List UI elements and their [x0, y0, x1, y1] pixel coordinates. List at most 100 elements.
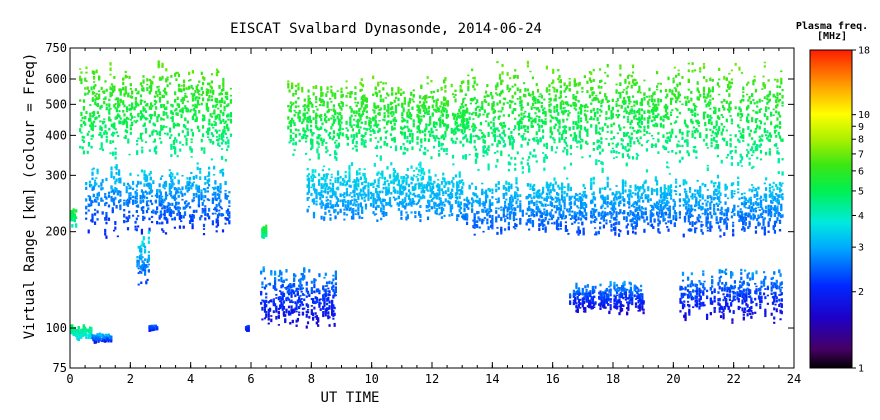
echo-point [219, 190, 222, 194]
echo-point [573, 96, 576, 100]
echo-point [382, 183, 385, 186]
echo-point [363, 175, 366, 180]
echo-point [321, 98, 324, 102]
echo-point [500, 150, 503, 154]
echo-point [725, 156, 728, 159]
echo-point [611, 98, 614, 102]
echo-point [737, 138, 740, 142]
echo-point [289, 124, 292, 128]
echo-point [394, 148, 398, 152]
echo-point [678, 130, 682, 134]
echo-point [578, 135, 581, 139]
echo-point [586, 110, 589, 112]
echo-point [401, 131, 404, 136]
echo-point [191, 87, 195, 90]
echo-point [130, 116, 134, 120]
echo-point [362, 193, 365, 196]
echo-point [702, 86, 706, 90]
echo-point [229, 120, 233, 124]
echo-point [109, 62, 112, 66]
echo-point [687, 62, 690, 65]
echo-point [129, 87, 132, 90]
echo-point [690, 110, 693, 114]
echo-point [451, 154, 455, 159]
echo-point [678, 93, 682, 97]
echo-point [437, 150, 441, 152]
echo-point [510, 100, 513, 104]
echo-point [543, 159, 546, 162]
echo-point [192, 176, 195, 180]
echo-point [84, 92, 87, 96]
echo-point [310, 186, 313, 189]
echo-point [586, 142, 589, 145]
echo-point [304, 130, 308, 133]
echo-point [109, 86, 112, 91]
echo-point [474, 161, 478, 164]
echo-point [742, 139, 745, 142]
echo-point [326, 173, 330, 176]
echo-point [143, 122, 146, 127]
echo-point [87, 130, 91, 133]
echo-point [552, 68, 555, 73]
echo-point [418, 108, 422, 111]
echo-point [666, 112, 669, 115]
echo-point [369, 120, 372, 124]
echo-point [317, 146, 320, 148]
echo-point [353, 199, 356, 202]
echo-point [648, 98, 651, 101]
echo-point [666, 93, 669, 98]
echo-point [392, 180, 395, 185]
echo-point [780, 81, 783, 85]
echo-point [215, 103, 219, 106]
echo-point [180, 191, 183, 195]
echo-point [312, 211, 316, 216]
echo-point [311, 183, 314, 187]
echo-point [465, 199, 469, 202]
echo-point [330, 117, 333, 120]
echo-point [585, 103, 588, 107]
echo-point [214, 104, 217, 108]
echo-point [692, 103, 695, 107]
echo-point [456, 217, 459, 221]
echo-point [637, 139, 640, 143]
echo-point [387, 187, 390, 190]
echo-point [677, 69, 680, 72]
echo-point [353, 183, 356, 188]
echo-point [554, 151, 557, 154]
echo-point [756, 118, 759, 120]
echo-point [553, 109, 556, 113]
echo-point [373, 102, 376, 105]
echo-point [114, 98, 117, 101]
echo-point [437, 183, 440, 186]
echo-point [419, 161, 422, 165]
echo-point [517, 120, 521, 124]
echo-point [95, 96, 98, 100]
echo-point [657, 103, 660, 106]
echo-point [150, 116, 153, 120]
echo-point [564, 136, 567, 139]
echo-point [526, 163, 529, 166]
echo-point [96, 168, 99, 172]
echo-point [420, 84, 423, 88]
echo-point [390, 191, 393, 195]
echo-point [207, 217, 211, 220]
echo-point [448, 181, 451, 185]
echo-point [129, 83, 132, 86]
echo-point [142, 217, 145, 221]
echo-point [222, 111, 225, 115]
echo-point [511, 95, 514, 99]
echo-point [435, 121, 438, 126]
echo-point [520, 135, 523, 138]
echo-point [116, 193, 119, 196]
echo-point [155, 151, 158, 155]
echo-point [79, 99, 82, 102]
echo-point [374, 147, 377, 149]
echo-point [345, 86, 348, 89]
echo-point [185, 185, 188, 190]
echo-point [486, 94, 489, 98]
echo-point [145, 200, 149, 204]
echo-point [389, 146, 393, 149]
echo-point [496, 150, 499, 153]
echo-point [377, 140, 380, 143]
echo-point [119, 178, 122, 182]
